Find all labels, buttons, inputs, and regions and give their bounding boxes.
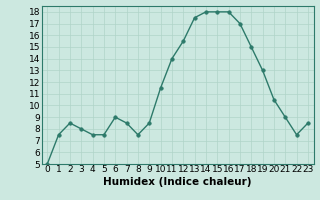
- X-axis label: Humidex (Indice chaleur): Humidex (Indice chaleur): [103, 177, 252, 187]
